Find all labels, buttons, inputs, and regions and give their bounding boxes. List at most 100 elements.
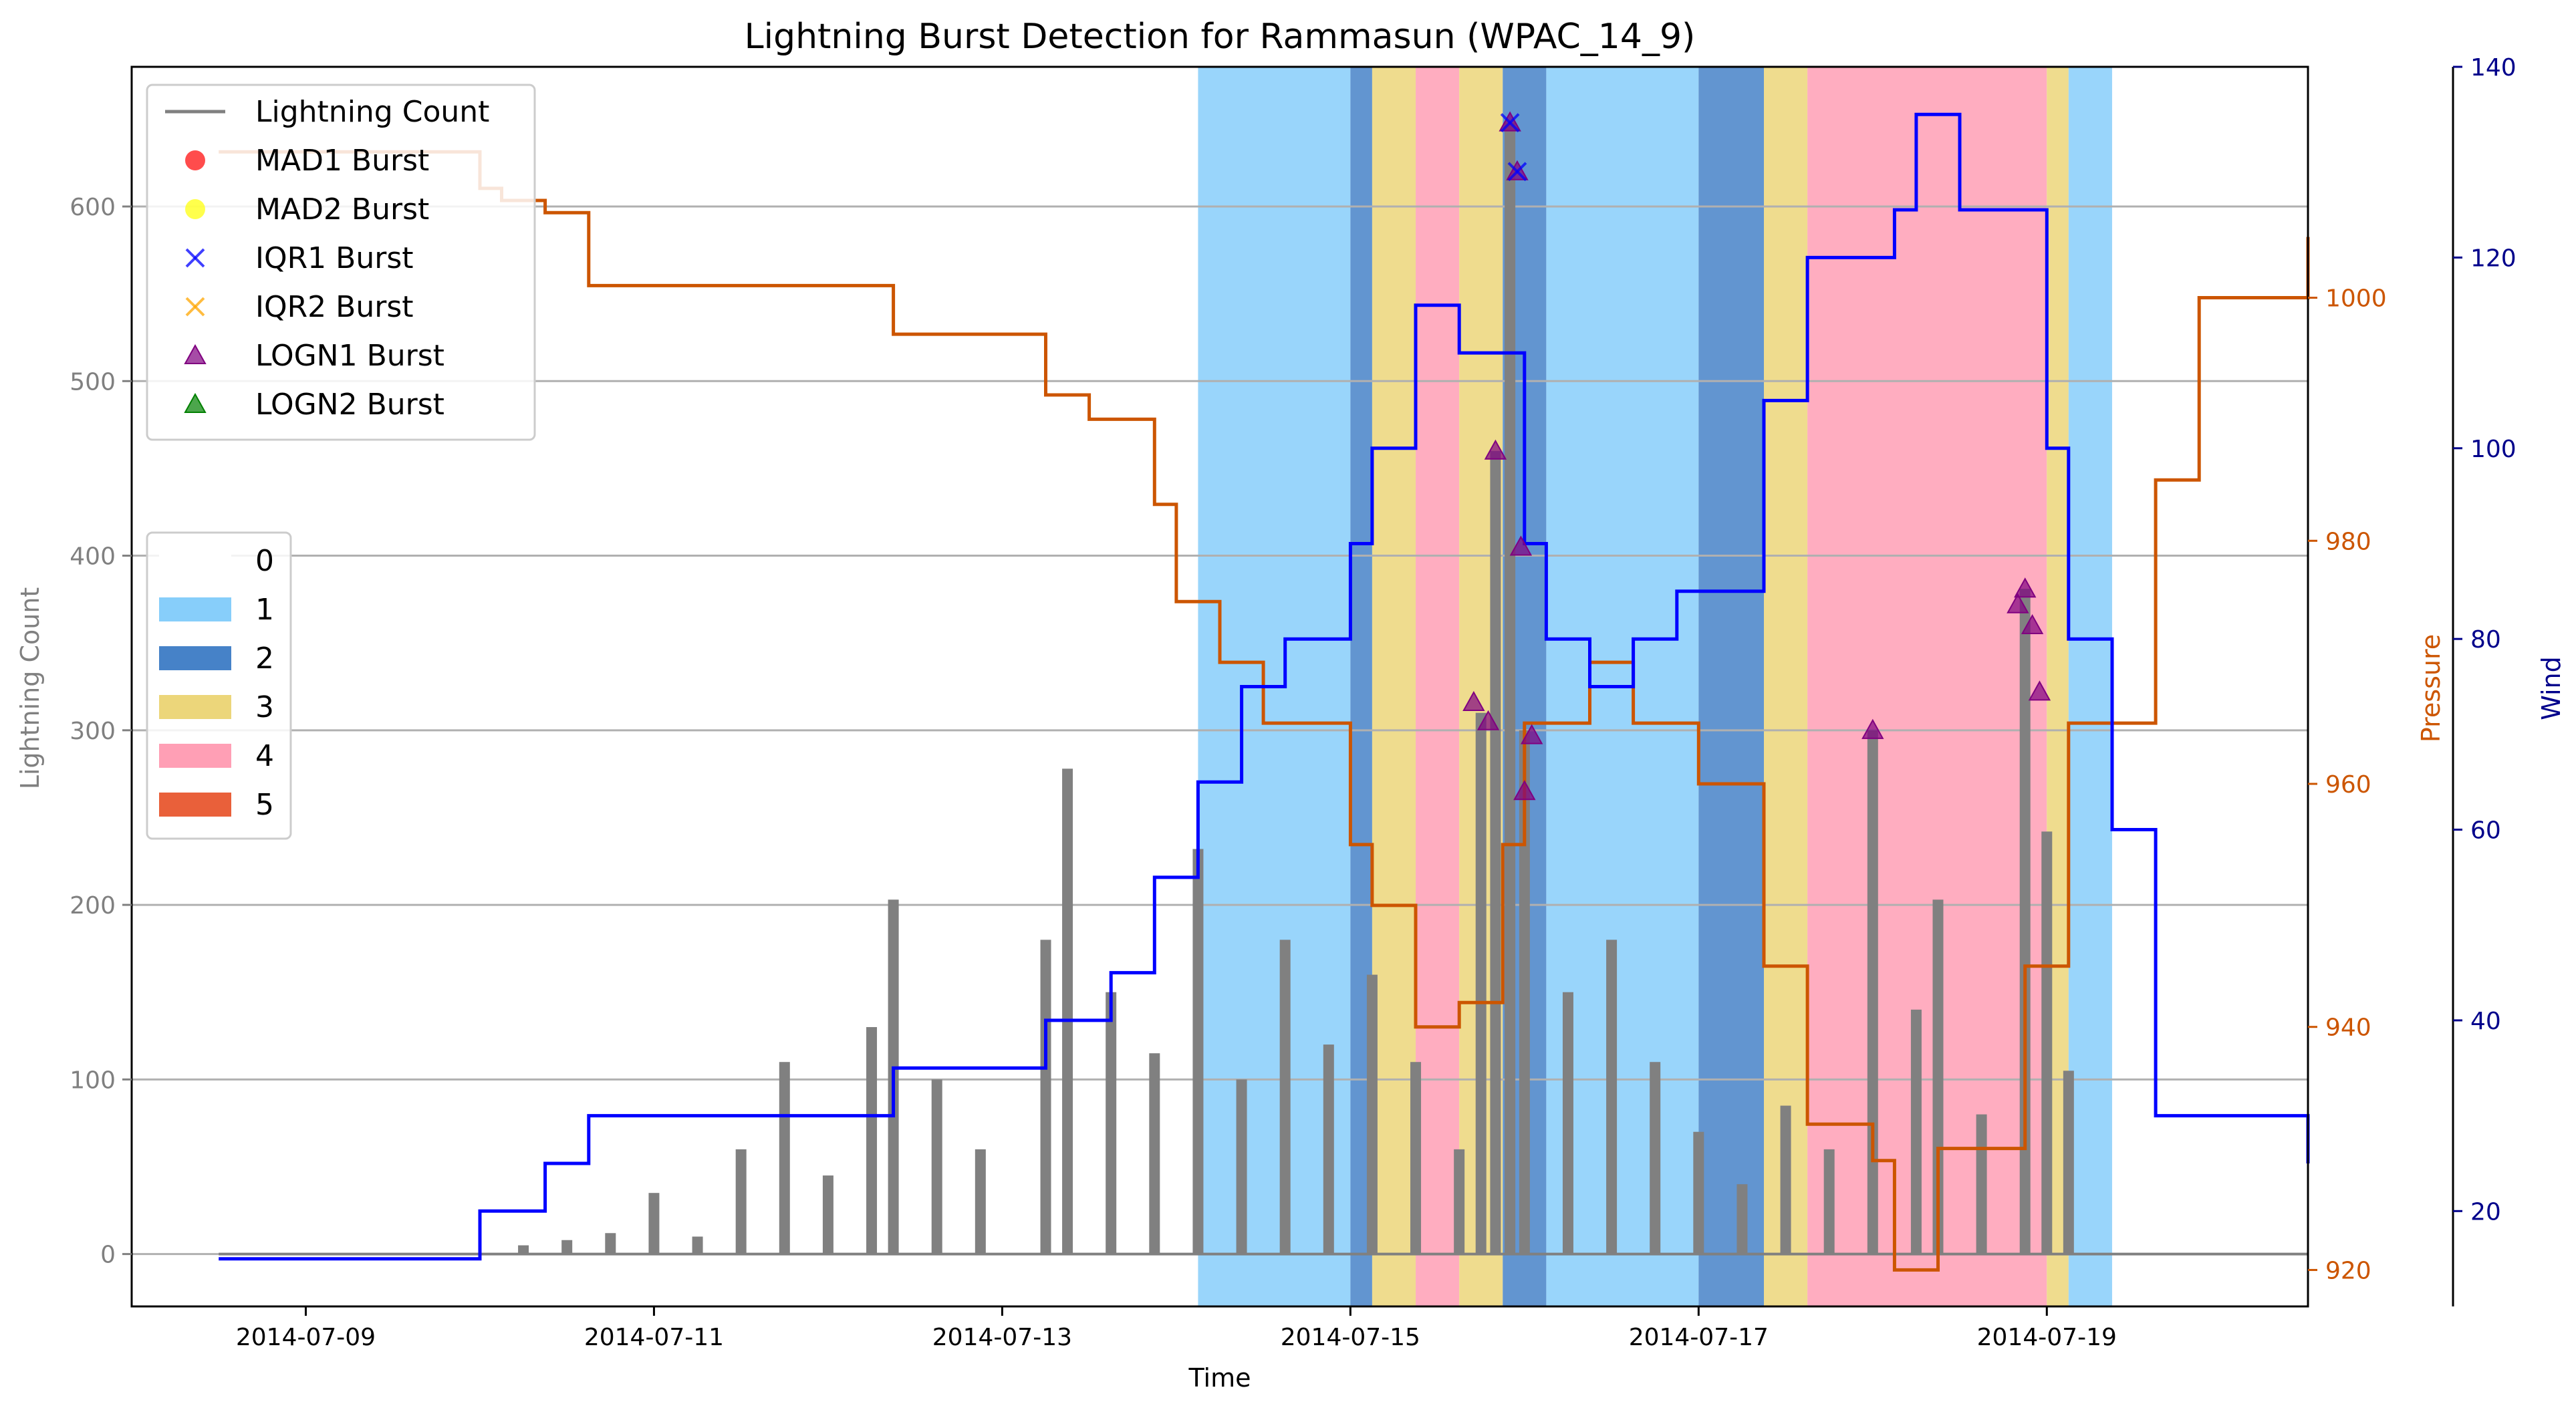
lightning-spike xyxy=(1279,940,1291,1254)
lightning-spike xyxy=(1562,992,1573,1254)
iqr1-burst-marker-stroke-b xyxy=(1507,162,1527,182)
y-pressure-tick-label: 1000 xyxy=(2325,285,2387,313)
y-axis-label-left: Lightning Count xyxy=(15,587,45,790)
iqr1-burst-marker xyxy=(1500,113,1520,133)
y-left-tick-label: 600 xyxy=(70,194,116,221)
y-pressure-tick-label: 920 xyxy=(2325,1257,2371,1284)
lightning-spike xyxy=(931,1079,942,1254)
legend-category-label: 2 xyxy=(255,642,274,676)
category-band xyxy=(1807,67,2047,1306)
legend-categories: 0 1 2 3 4 5 xyxy=(146,531,292,840)
lightning-spike xyxy=(1606,940,1618,1254)
lightning-spike xyxy=(1519,730,1530,1254)
lightning-spike xyxy=(1192,849,1204,1254)
category-band xyxy=(1764,67,1808,1306)
y-wind-tick-label: 140 xyxy=(2470,54,2517,82)
legend-category-swatch xyxy=(159,793,231,817)
lightning-spike xyxy=(1236,1079,1247,1254)
legend-circle-marker xyxy=(185,150,205,170)
lightning-spike xyxy=(1410,1062,1422,1254)
lightning-spike xyxy=(1062,768,1073,1254)
lightning-spike xyxy=(1976,1114,1987,1254)
logn1-burst-marker xyxy=(1484,439,1507,460)
lightning-spike xyxy=(2063,1071,2074,1254)
legend-series-box xyxy=(146,84,536,441)
logn1-burst-marker xyxy=(2014,577,2037,598)
x-tick-label: 2014-07-17 xyxy=(1629,1324,1769,1351)
legend-category-label: 1 xyxy=(255,593,274,627)
wind-series xyxy=(219,112,2310,1261)
y-pressure-tick-label: 960 xyxy=(2325,771,2371,799)
lightning-spike xyxy=(1323,1044,1334,1254)
lightning-spike xyxy=(1693,1131,1704,1254)
lightning-spike xyxy=(1040,940,1051,1254)
lightning-spike xyxy=(866,1026,878,1254)
legend-category-swatch xyxy=(159,695,231,719)
lightning-spike xyxy=(1475,712,1487,1254)
y-axis-label-pressure: Pressure xyxy=(2416,634,2446,742)
lightning-spike xyxy=(605,1233,616,1254)
logn1-burst-marker xyxy=(1509,535,1533,556)
logn1-burst-marker xyxy=(2021,613,2044,635)
iqr1-burst-marker-stroke-b xyxy=(1500,113,1520,133)
x-axis-label: Time xyxy=(1188,1363,1251,1393)
legend-series-label: LOGN2 Burst xyxy=(255,388,444,422)
logn1-burst-marker xyxy=(1861,718,1884,739)
y-wind-tick-label: 100 xyxy=(2470,436,2517,463)
lightning-spike xyxy=(1454,1149,1465,1254)
legend-series-label: Lightning Count xyxy=(255,95,489,129)
y-wind-tick-label: 60 xyxy=(2470,817,2501,845)
legend-triangle-marker xyxy=(184,343,207,364)
x-tick-label: 2014-07-15 xyxy=(1281,1324,1420,1351)
legend-category-label: 4 xyxy=(255,739,274,773)
logn1-burst-marker xyxy=(2007,593,2029,613)
pressure-line xyxy=(219,150,2310,1272)
y-wind-tick-label: 40 xyxy=(2470,1008,2501,1035)
lightning-spike xyxy=(1366,974,1378,1254)
lightning-spike xyxy=(1910,1009,1922,1254)
y-left-tick-label: 0 xyxy=(100,1242,116,1269)
legend-category-label: 3 xyxy=(255,690,274,724)
legend-x-marker xyxy=(185,248,205,268)
iqr1-burst-marker xyxy=(1507,162,1527,182)
logn1-burst-marker xyxy=(1520,724,1543,744)
legend-series: Lightning Count MAD1 Burst MAD2 Burst IQR1 … xyxy=(146,84,536,441)
lightning-spike xyxy=(1650,1062,1661,1254)
lightning-spike xyxy=(2019,589,2031,1254)
x-tick-label: 2014-07-09 xyxy=(236,1324,376,1351)
legend-category-swatch xyxy=(159,744,231,768)
lightning-spike xyxy=(779,1062,790,1254)
x-tick-label: 2014-07-11 xyxy=(584,1324,724,1351)
legend-series-label: MAD1 Burst xyxy=(255,144,429,178)
logn1-burst-marker xyxy=(1462,690,1485,712)
lightning-spike xyxy=(1867,730,1878,1254)
category-band xyxy=(1372,67,1416,1306)
chart-title: Lightning Burst Detection for Rammasun (… xyxy=(745,17,1696,57)
lightning-spike xyxy=(518,1245,529,1254)
y-left-tick-label: 100 xyxy=(70,1067,116,1094)
lightning-count-series xyxy=(219,122,2308,1256)
lightning-spike xyxy=(1490,450,1501,1254)
y-left-tick-label: 500 xyxy=(70,368,116,396)
legend-series-label: MAD2 Burst xyxy=(255,192,429,227)
category-band xyxy=(1698,67,1764,1306)
lightning-spike xyxy=(1149,1053,1160,1254)
y-pressure-tick-label: 980 xyxy=(2325,528,2371,555)
x-tick-label: 2014-07-13 xyxy=(932,1324,1072,1351)
lightning-spike xyxy=(1932,899,1944,1254)
logn1-burst-marker xyxy=(1513,780,1536,801)
lightning-spike xyxy=(1736,1184,1748,1254)
legend-circle-marker xyxy=(185,199,205,219)
legend-category-label: 0 xyxy=(255,544,274,578)
y-wind-tick-label: 20 xyxy=(2470,1198,2501,1226)
y-pressure-tick-label: 940 xyxy=(2325,1014,2371,1042)
legend-x-marker xyxy=(185,297,205,317)
category-band xyxy=(2068,67,2112,1306)
lightning-spike xyxy=(648,1193,660,1254)
legend-x-marker-stroke-b xyxy=(185,297,205,317)
legend-category-label: 5 xyxy=(255,788,274,822)
y-left-tick-label: 300 xyxy=(70,718,116,745)
lightning-spike xyxy=(561,1240,573,1254)
